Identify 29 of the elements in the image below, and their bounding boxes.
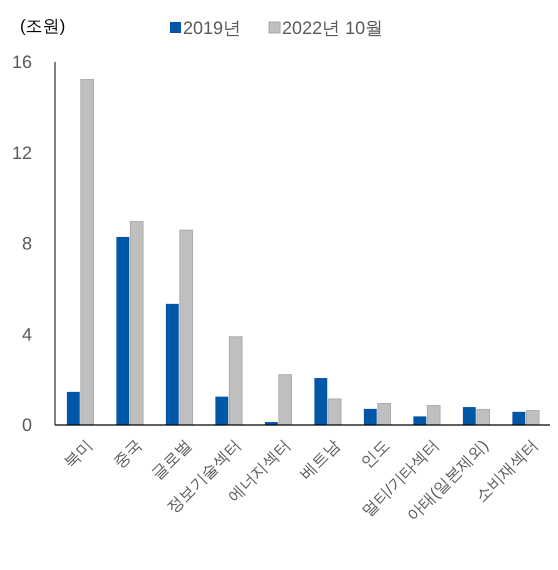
bar (462, 407, 476, 425)
bar (179, 230, 194, 426)
bar (512, 412, 526, 425)
y-tick-label: 12 (12, 142, 32, 163)
bar (228, 336, 243, 426)
bar (116, 236, 130, 425)
bar (364, 408, 377, 425)
bar (278, 374, 292, 426)
bar (80, 79, 94, 426)
bar (166, 304, 179, 425)
bar (413, 416, 426, 425)
y-tick-label: 4 (22, 324, 32, 344)
y-tick-label: 8 (22, 234, 32, 254)
bar (314, 378, 328, 425)
bar (328, 398, 342, 426)
bar (66, 392, 80, 425)
y-axis-title: (조원) (20, 16, 66, 36)
bar (130, 221, 144, 426)
bar (526, 410, 540, 426)
legend-label: 2019년 (183, 18, 242, 38)
bar (476, 408, 490, 426)
y-tick-label: 0 (22, 415, 32, 435)
x-tick-label: 중국 (110, 437, 146, 472)
bar (426, 405, 441, 426)
legend-label: 2022년 10월 (282, 18, 384, 38)
bar (377, 403, 392, 426)
bar (215, 396, 228, 425)
x-tick-label: 북미 (61, 437, 96, 472)
y-tick-label: 16 (12, 52, 32, 72)
